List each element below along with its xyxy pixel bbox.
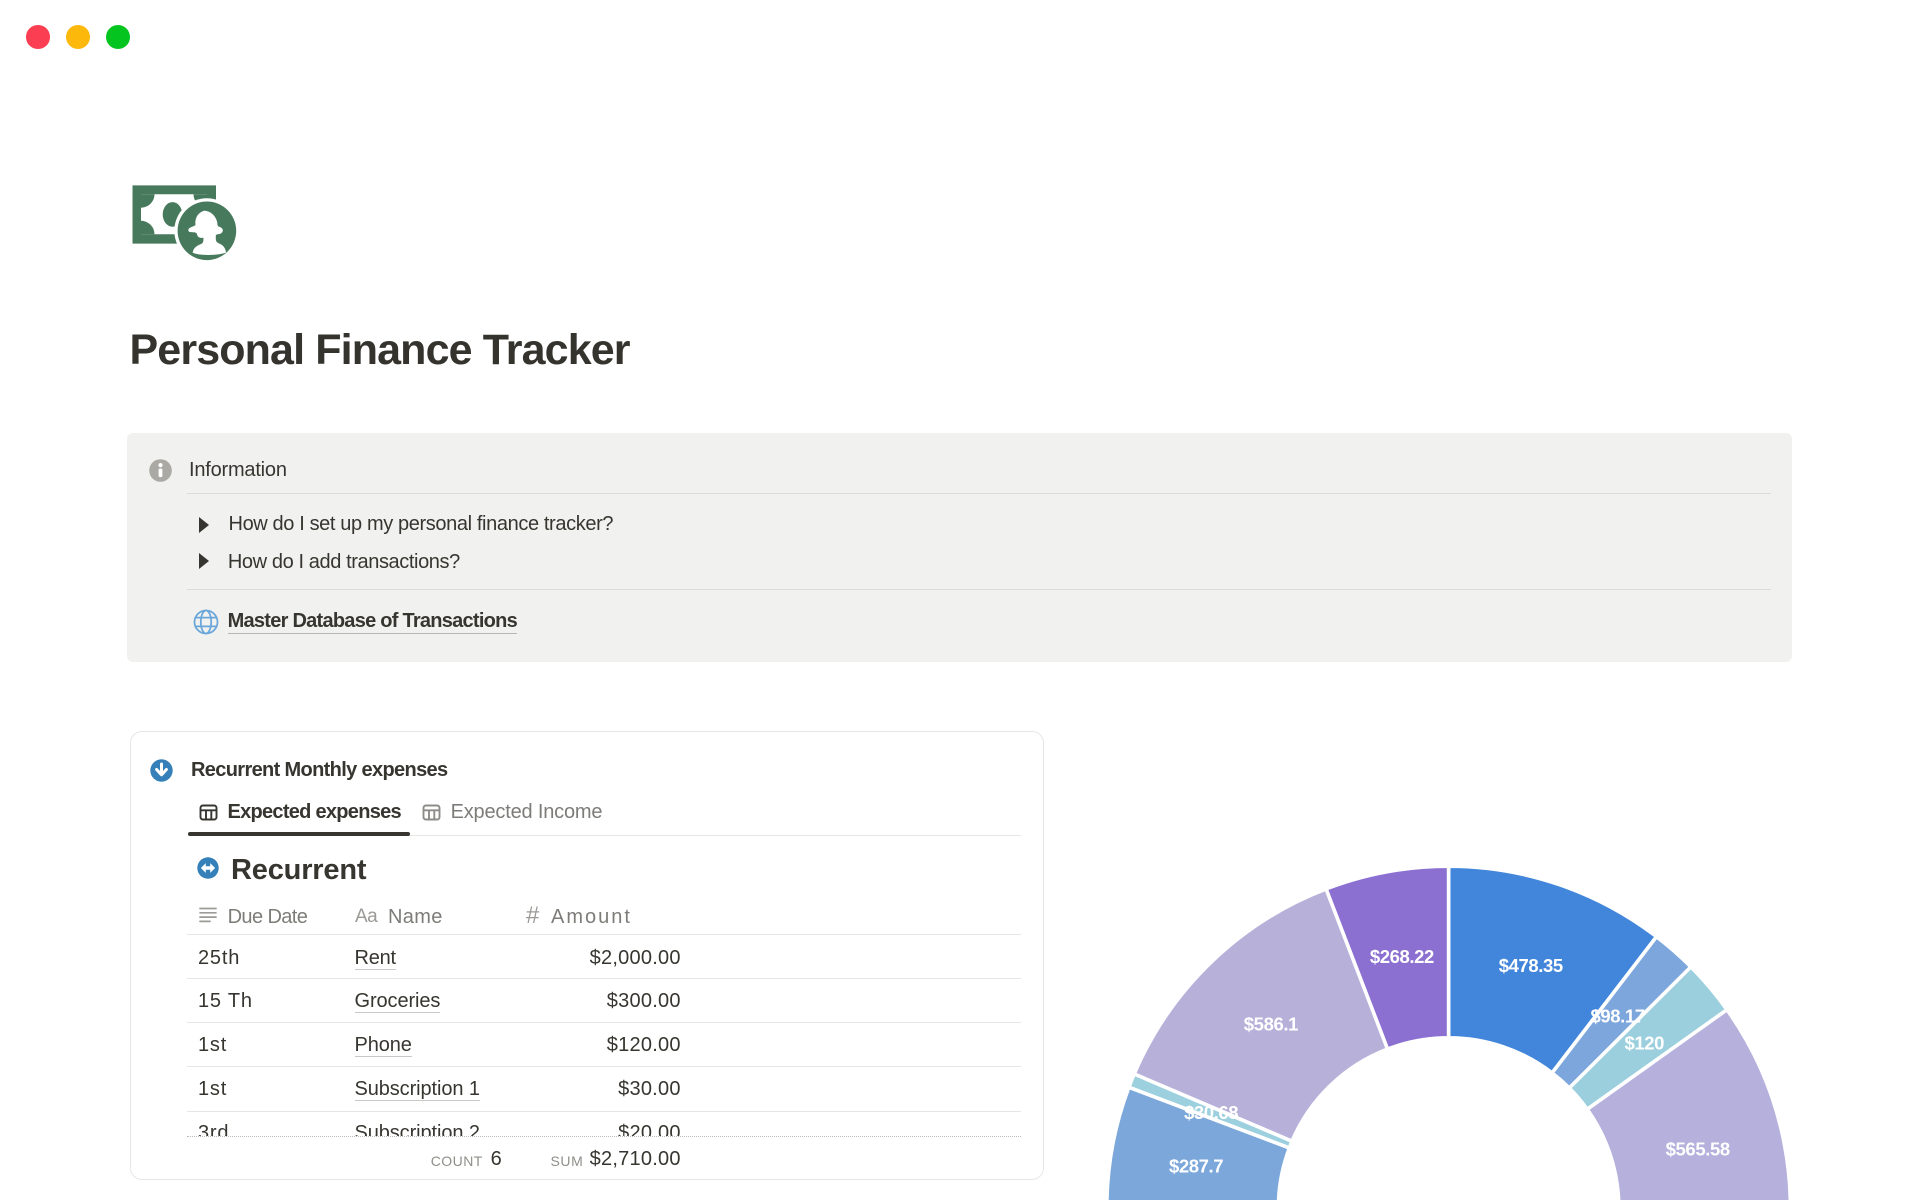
svg-text:$30.68: $30.68 [1184,1102,1238,1123]
svg-text:$98.17: $98.17 [1591,1005,1645,1026]
svg-text:$120: $120 [1625,1033,1665,1054]
svg-text:$287.7: $287.7 [1169,1156,1223,1177]
svg-text:$478.35: $478.35 [1499,955,1563,976]
svg-text:$268.22: $268.22 [1370,946,1434,967]
svg-text:$565.58: $565.58 [1666,1139,1730,1160]
svg-text:$586.1: $586.1 [1244,1013,1298,1034]
